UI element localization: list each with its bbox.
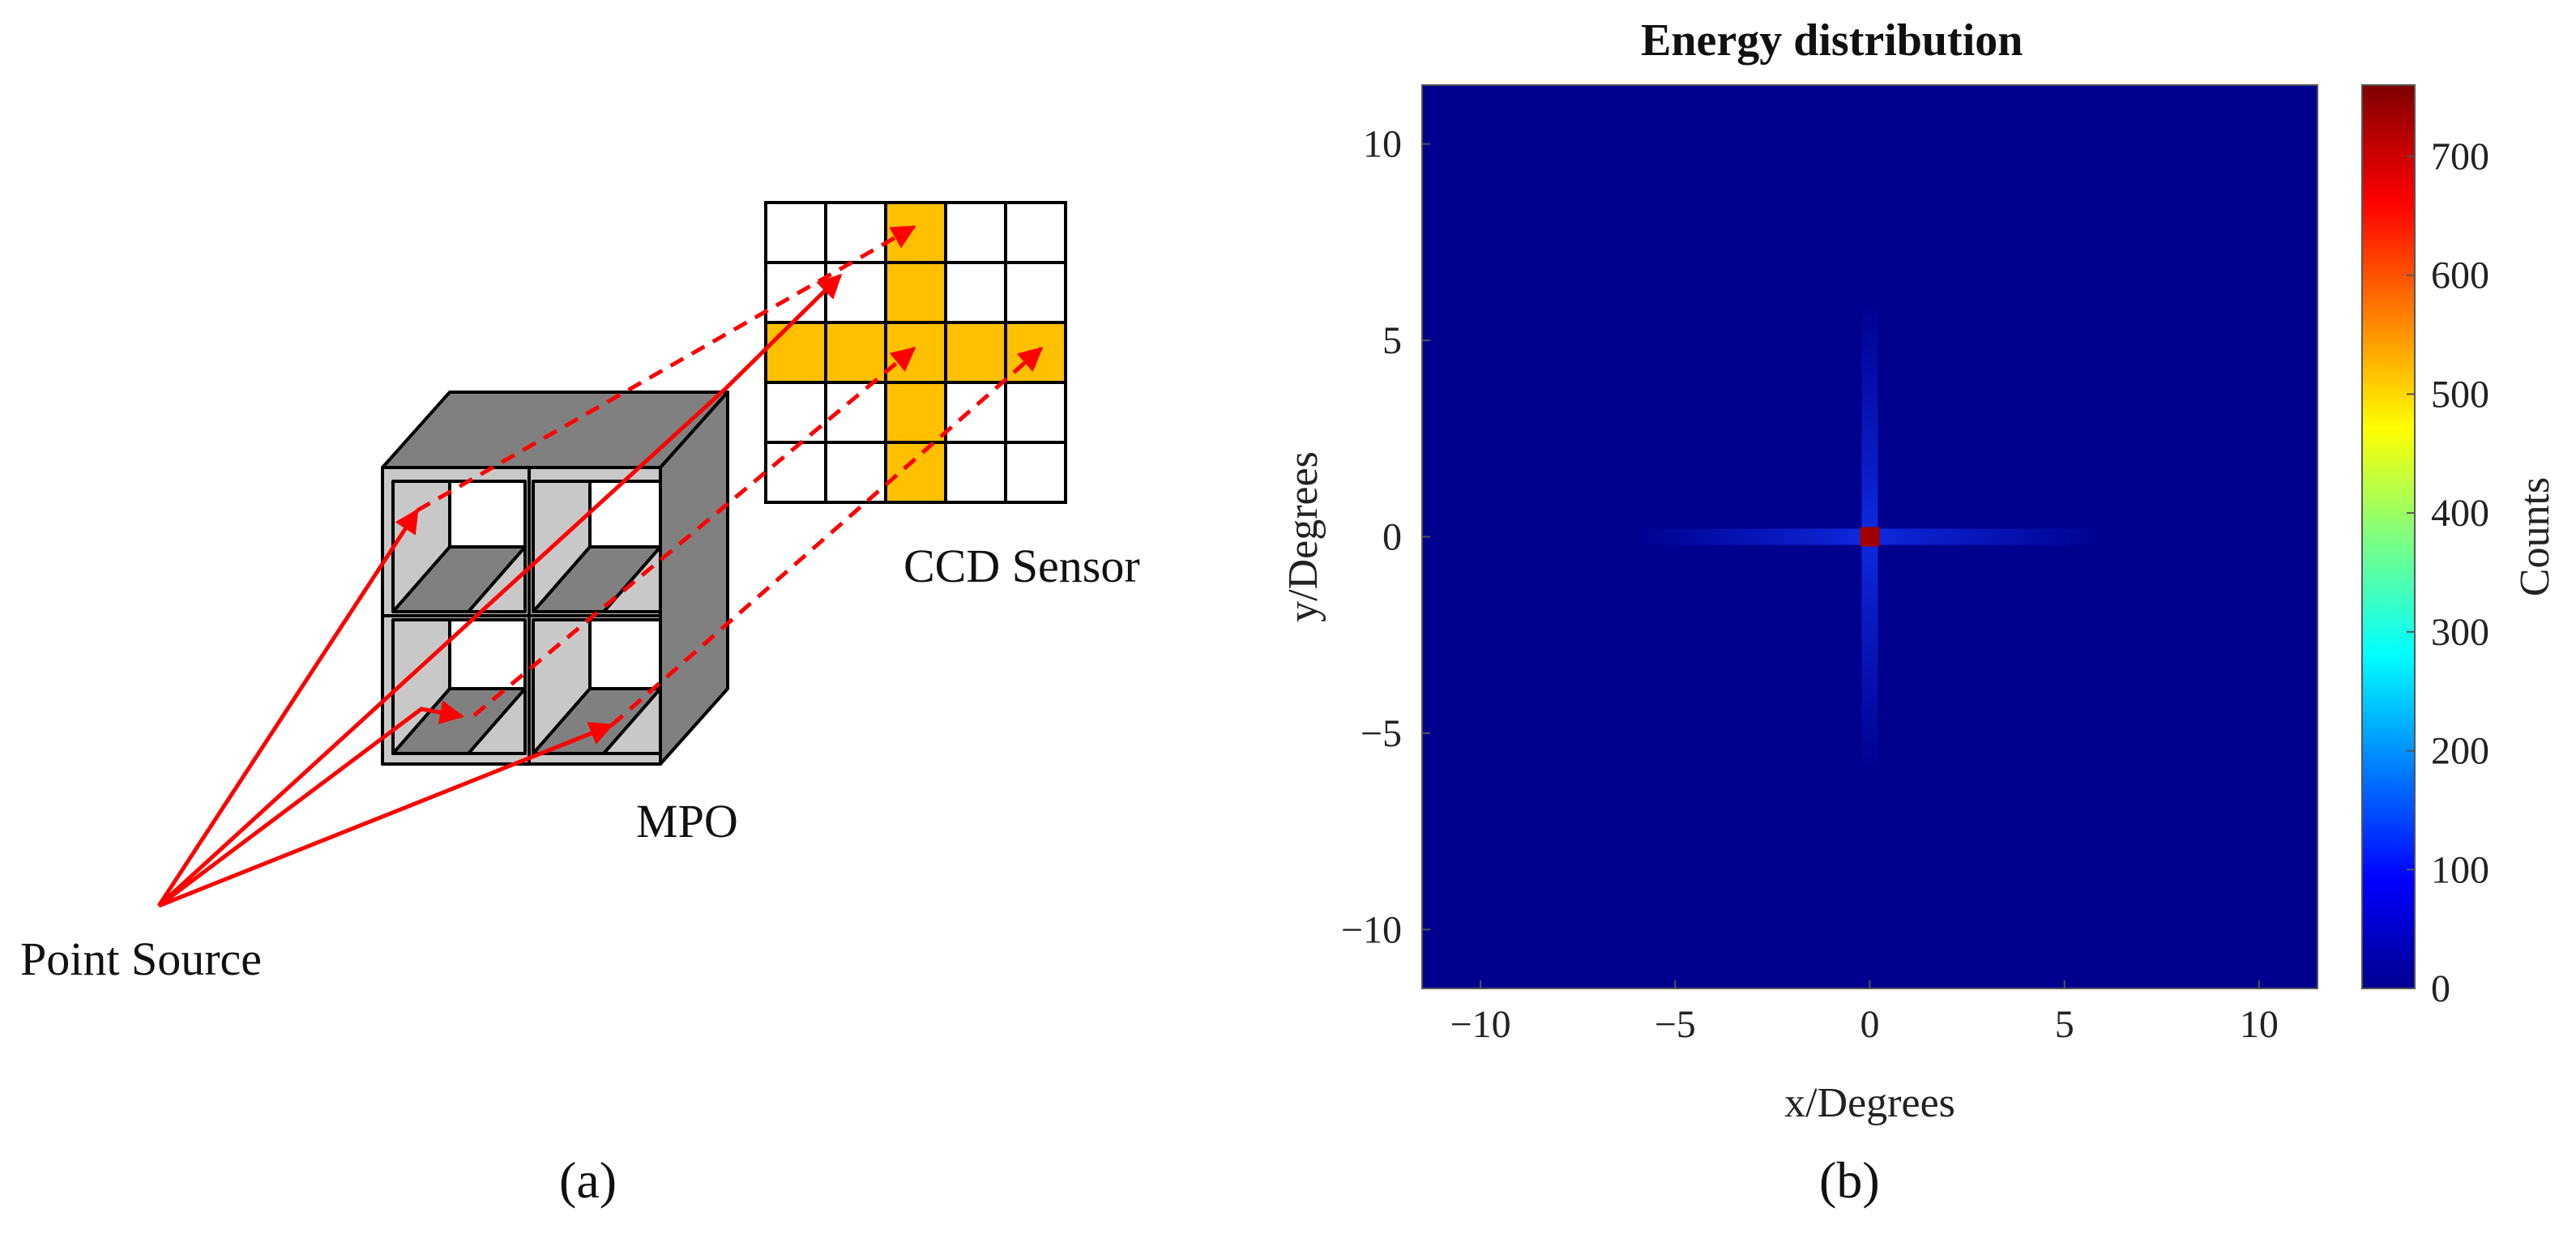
- colorbar-tick-label: 300: [2431, 611, 2489, 654]
- mpo-label: MPO: [636, 795, 738, 847]
- panel-b-letter: b: [1836, 1151, 1863, 1209]
- mpo-diagram: [156, 201, 1067, 908]
- y-tick-label: 5: [1382, 319, 1402, 362]
- x-tick-label: 0: [1860, 1003, 1880, 1046]
- colorbar-tick-label: 200: [2431, 730, 2489, 773]
- point-source-label: Point Source: [20, 933, 263, 985]
- x-tick-label: −5: [1655, 1003, 1696, 1046]
- colorbar-label: Counts: [2512, 477, 2558, 596]
- ccd-sensor-grid: [764, 201, 1067, 504]
- y-tick-label: 0: [1382, 516, 1402, 559]
- panel-b-label: (b): [1819, 1151, 1880, 1209]
- ccd-sensor-label: CCD Sensor: [904, 540, 1140, 592]
- colorbar-tick-label: 400: [2431, 492, 2489, 535]
- y-tick-label: −10: [1341, 908, 1402, 951]
- colorbar-tick-label: 0: [2431, 967, 2450, 1010]
- y-tick-label: 10: [1363, 123, 1402, 166]
- colorbar-tick-label: 700: [2431, 135, 2489, 178]
- y-axis-label: y/Degrees: [1280, 451, 1326, 622]
- colorbar-tick-label: 500: [2431, 373, 2489, 416]
- x-tick-label: 5: [2055, 1003, 2074, 1046]
- panel-a-label: (a): [559, 1151, 617, 1209]
- mpo-block: [381, 391, 729, 766]
- x-axis-label: x/Degrees: [1784, 1080, 1955, 1126]
- reflected-rays: [416, 224, 1044, 727]
- panel-a-letter: a: [576, 1151, 600, 1209]
- colorbar-tick-label: 600: [2431, 254, 2489, 297]
- peak-cell: [1860, 527, 1880, 547]
- incident-rays: [156, 273, 843, 908]
- colorbar-tick-label: 100: [2431, 848, 2489, 891]
- x-tick-label: 10: [2240, 1003, 2279, 1046]
- x-tick-label: −10: [1450, 1003, 1511, 1046]
- chart-title: Energy distribution: [1641, 15, 2023, 66]
- colorbar-ticks: 0 100 200 300 400 500 600 700: [2407, 135, 2489, 1010]
- y-axis-ticks: −10 −5 0 5 10: [1341, 123, 1430, 951]
- y-tick-label: −5: [1361, 712, 1402, 755]
- colorbar: [2361, 84, 2416, 989]
- x-axis-ticks: −10 −5 0 5 10: [1450, 980, 2279, 1046]
